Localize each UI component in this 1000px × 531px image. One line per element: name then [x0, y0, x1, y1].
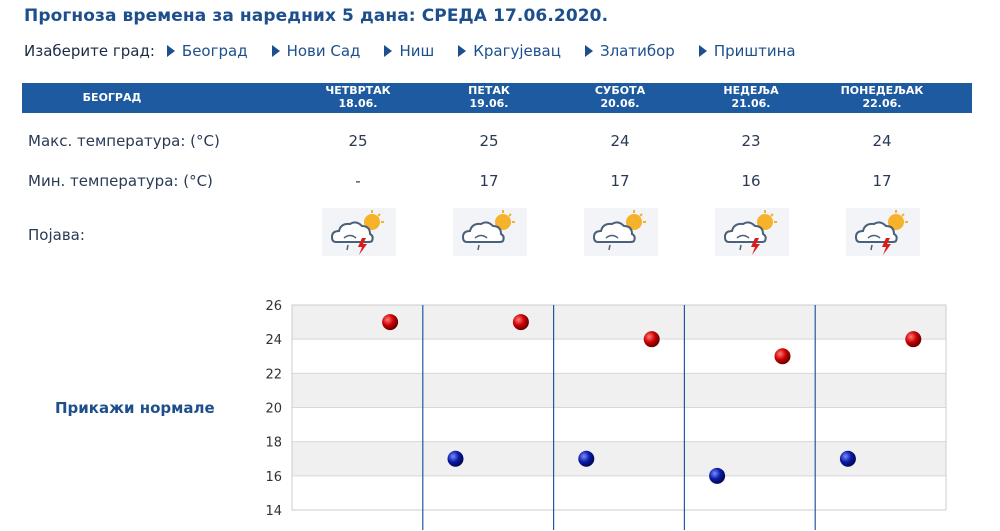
min-temp-value: 17: [479, 172, 499, 190]
grid-band: [292, 305, 946, 340]
max-temp-value: 25: [479, 132, 499, 150]
min-temp-point: [839, 450, 856, 467]
city-selector-label: Изаберите град:: [24, 42, 155, 60]
arrow-right-icon: [166, 45, 175, 57]
y-tick-label: 20: [265, 402, 282, 417]
cloud-sun-icon: [453, 208, 527, 256]
page-title: Прогноза времена за наредних 5 дана: СРЕ…: [24, 6, 609, 26]
min-temp-value: 17: [872, 172, 892, 190]
city-selector: Изаберите град: Београд Нови Сад Ниш Кра…: [24, 42, 820, 60]
y-tick-label: 24: [265, 333, 282, 348]
grid-band: [292, 441, 946, 476]
min-temp-value: 16: [741, 172, 761, 190]
min-temp-point: [578, 450, 595, 467]
plot-frame: [291, 304, 947, 511]
arrow-right-icon: [271, 45, 280, 57]
header-day-3: СУБОТА 20.06.: [594, 84, 646, 110]
max-temp-point: [643, 331, 660, 348]
header-day-4: НЕДЕЉА 21.06.: [723, 84, 779, 110]
grid-band: [292, 373, 946, 408]
thunderstorm-icon: [846, 208, 920, 256]
max-temp-label: Макс. температура: (°C): [28, 132, 220, 150]
show-normals-link[interactable]: Прикажи нормале: [55, 399, 215, 417]
city-link-pristina[interactable]: Приштина: [698, 42, 796, 60]
grid-band: [292, 407, 946, 442]
header-day-1: ЧЕТВРТАК 18.06.: [325, 84, 391, 110]
y-tick-label: 16: [265, 470, 282, 485]
phenomenon-label: Појава:: [28, 226, 85, 244]
max-temp-point: [905, 331, 922, 348]
forecast-header: БЕОГРАД ЧЕТВРТАК 18.06. ПЕТАК 19.06. СУБОТ…: [22, 83, 972, 113]
max-temp-point: [774, 348, 791, 365]
header-day-2: ПЕТАК 19.06.: [468, 84, 510, 110]
max-temp-point: [382, 314, 399, 331]
arrow-right-icon: [384, 45, 393, 57]
city-link-beograd[interactable]: Београд: [166, 42, 248, 60]
max-temp-value: 25: [348, 132, 368, 150]
cloud-sun-icon: [584, 208, 658, 256]
y-tick-label: 26: [265, 299, 282, 314]
arrow-right-icon: [584, 45, 593, 57]
header-location: БЕОГРАД: [82, 91, 142, 104]
max-temp-point: [512, 314, 529, 331]
max-temp-value: 24: [610, 132, 630, 150]
min-temp-label: Мин. температура: (°C): [28, 172, 213, 190]
y-tick-label: 14: [265, 504, 282, 519]
city-link-novi-sad[interactable]: Нови Сад: [271, 42, 360, 60]
thunderstorm-icon: [322, 208, 396, 256]
max-temp-value: 23: [741, 132, 761, 150]
grid-band: [292, 339, 946, 374]
header-day-5: ПОНЕДЕЉАК 22.06.: [840, 84, 924, 110]
min-temp-value: 17: [610, 172, 630, 190]
city-link-zlatibor[interactable]: Златибор: [584, 42, 675, 60]
arrow-right-icon: [458, 45, 467, 57]
thunderstorm-icon: [715, 208, 789, 256]
y-tick-label: 18: [265, 436, 282, 451]
y-tick-label: 22: [265, 367, 282, 382]
min-temp-value: -: [355, 172, 361, 190]
min-temp-point: [447, 450, 464, 467]
city-link-kragujevac[interactable]: Крагујевац: [458, 42, 561, 60]
grid-band: [292, 475, 946, 510]
min-temp-point: [709, 467, 726, 484]
city-link-nis[interactable]: Ниш: [384, 42, 434, 60]
arrow-right-icon: [698, 45, 707, 57]
max-temp-value: 24: [872, 132, 892, 150]
